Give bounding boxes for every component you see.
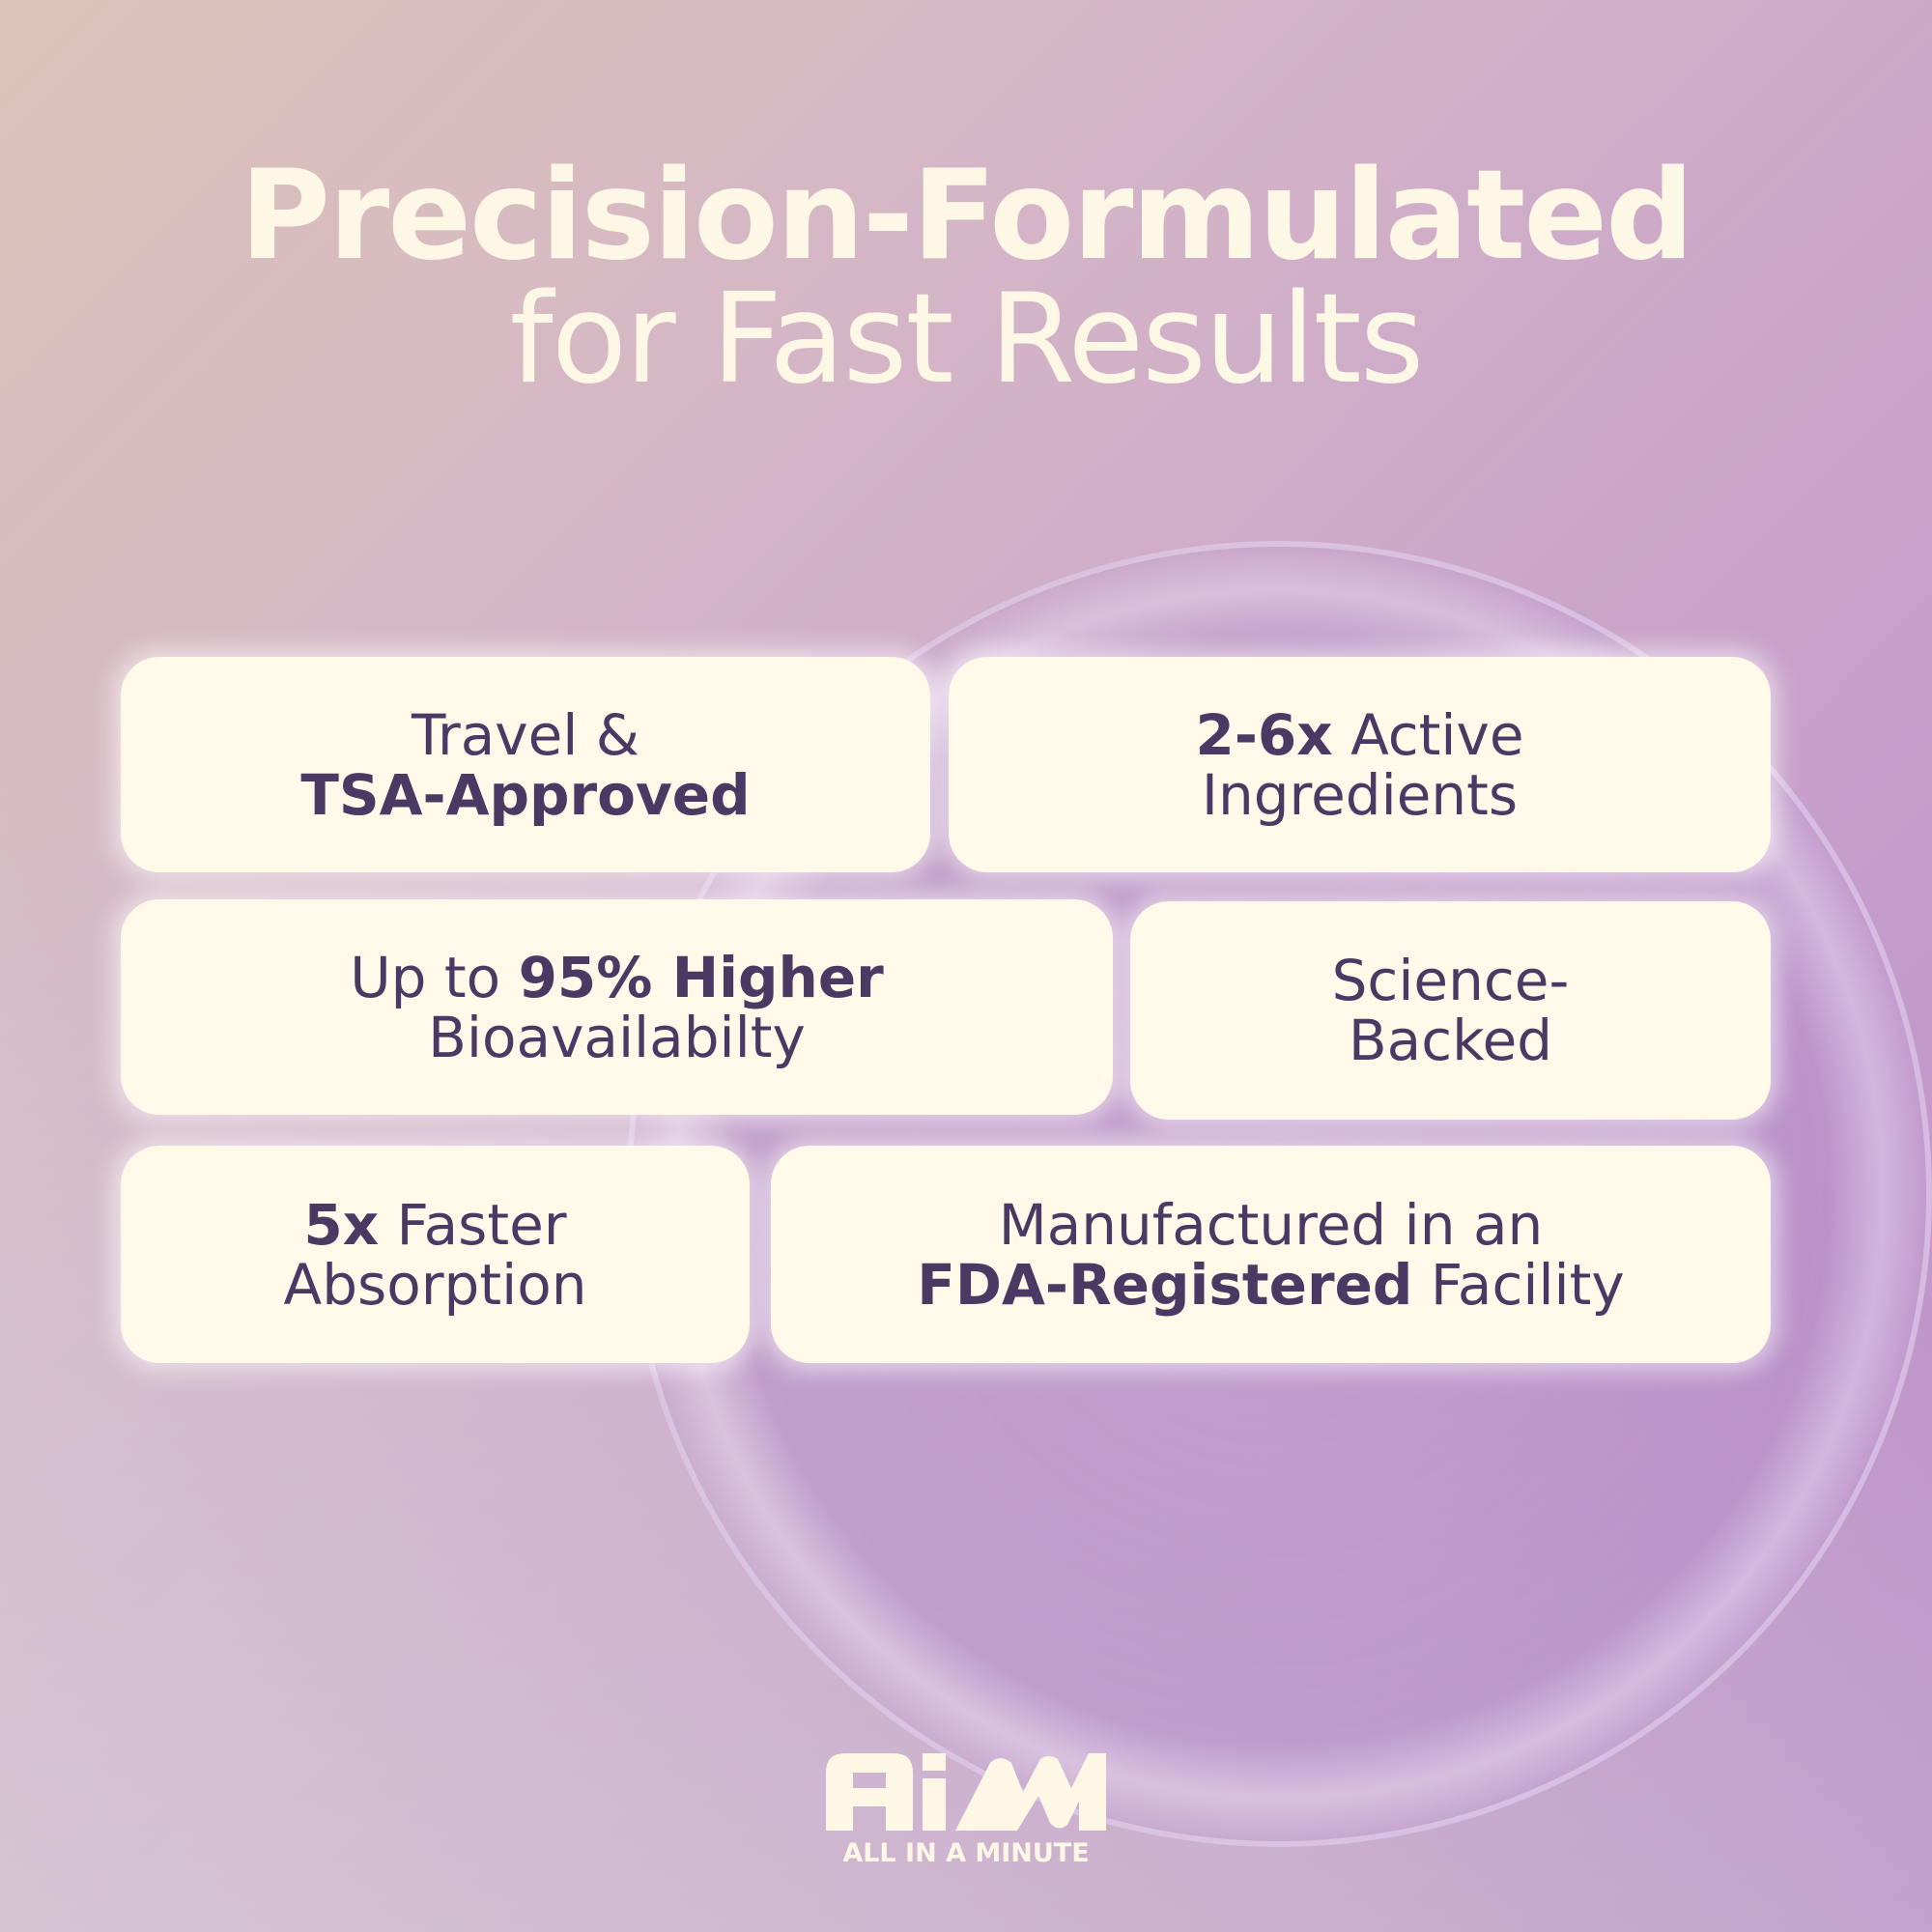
brand-logo: ALL IN A MINUTE (826, 1753, 1106, 1868)
feature-card-bioavailability: Up to 95% Higher Bioavailabilty (121, 899, 1113, 1115)
card-text: Faster (379, 1191, 567, 1258)
card-text: Up to (350, 944, 519, 1010)
card-bold-text: 2-6x (1195, 701, 1333, 768)
title-line-2: for Fast Results (509, 268, 1425, 412)
feature-card-active-ingredients: 2-6x Active Ingredients (949, 657, 1771, 872)
logo-tagline: ALL IN A MINUTE (842, 1838, 1090, 1868)
card-text: Travel & (411, 701, 640, 768)
card-text: Manufactured in an (998, 1191, 1544, 1258)
card-text: Bioavailabilty (428, 1004, 806, 1070)
card-text: Science- (1331, 948, 1570, 1013)
feature-card-absorption: 5x Faster Absorption (121, 1146, 750, 1363)
card-text: Active (1332, 701, 1524, 768)
card-text: Absorption (283, 1251, 587, 1318)
page-title: Precision-Formulated for Fast Results (0, 155, 1932, 402)
card-text: Backed (1348, 1008, 1553, 1073)
feature-card-science: Science- Backed (1130, 901, 1771, 1120)
card-text: Ingredients (1201, 761, 1519, 828)
card-bold-text: FDA-Registered (917, 1251, 1413, 1318)
aim-logo-mark-icon (826, 1753, 1106, 1831)
card-bold-text: 95% Higher (518, 944, 884, 1010)
card-bold-text: TSA-Approved (300, 761, 751, 828)
title-line-1: Precision-Formulated (240, 144, 1693, 288)
feature-card-fda: Manufactured in an FDA-Registered Facilit… (771, 1146, 1771, 1363)
card-bold-text: 5x (303, 1191, 380, 1258)
card-text: Facility (1412, 1251, 1625, 1318)
feature-card-travel: Travel & TSA-Approved (121, 657, 930, 872)
